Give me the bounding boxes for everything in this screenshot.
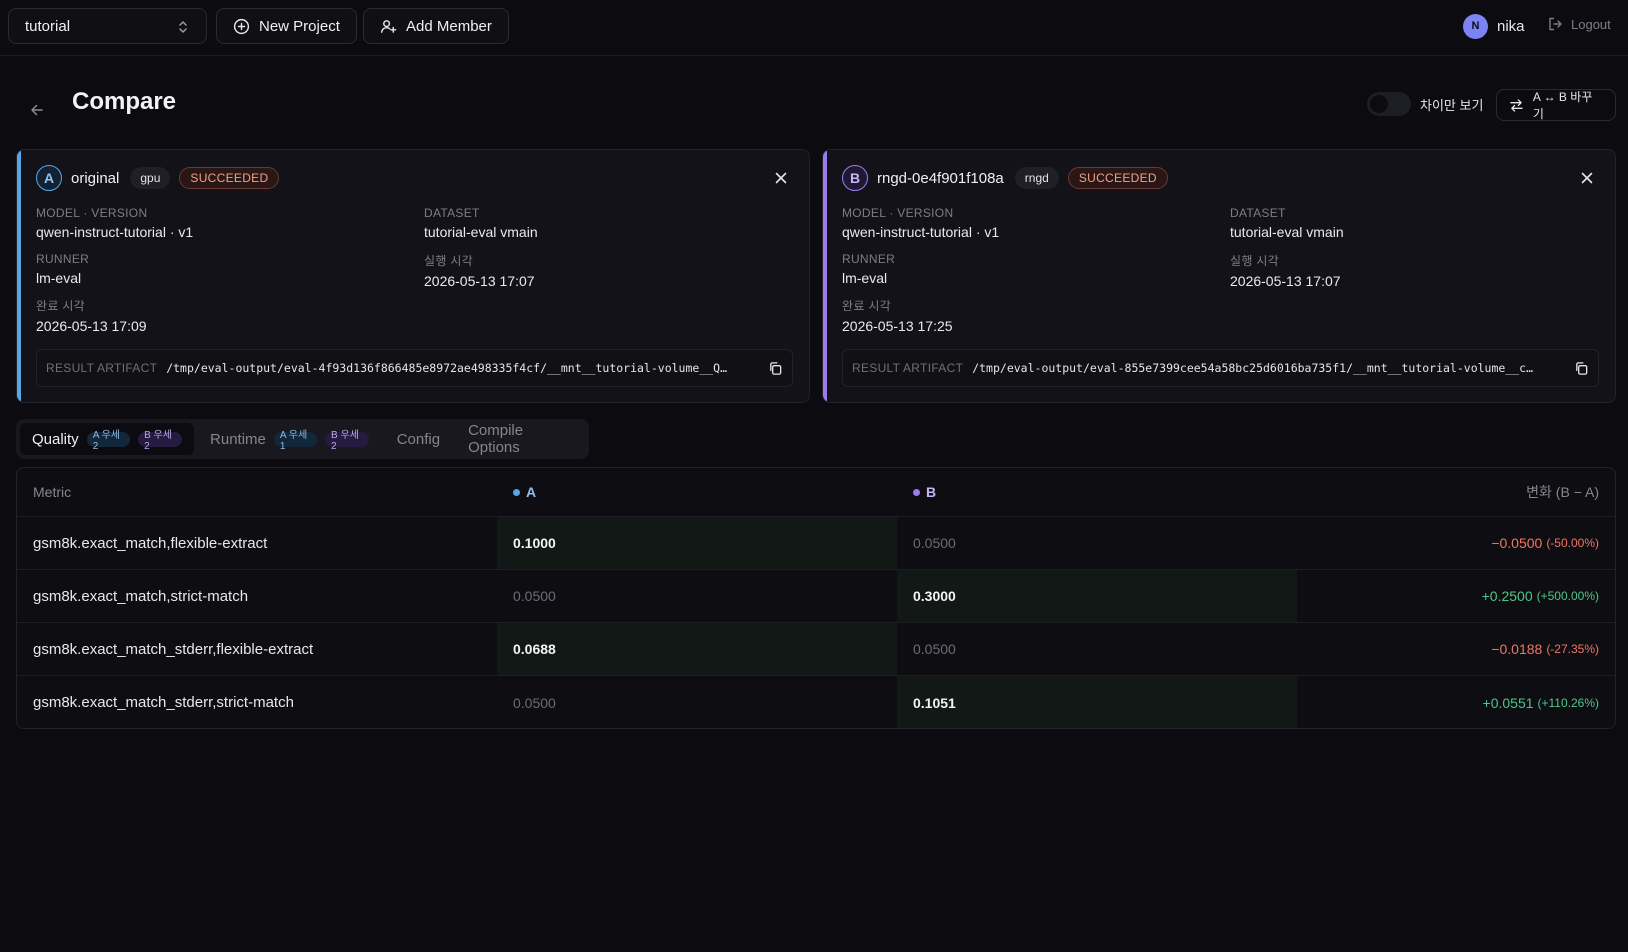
value-b: 0.0500 — [913, 535, 956, 551]
page-title: Compare — [72, 88, 177, 115]
project-select-value: tutorial — [25, 17, 71, 35]
chevron-up-down-icon — [179, 21, 187, 33]
status-badge: SUCCEEDED — [1067, 167, 1168, 189]
logout-icon — [1549, 17, 1562, 31]
finished-at-field: 완료 시각 2026-05-13 17:09 — [36, 299, 147, 334]
metric-name: gsm8k.exact_match_stderr,strict-match — [33, 694, 294, 711]
new-project-label: New Project — [259, 17, 340, 35]
header-a: A — [497, 468, 897, 516]
table-row: gsm8k.exact_match_stderr,flexible-extrac… — [17, 623, 1615, 676]
tab-label: Runtime — [210, 430, 266, 448]
table-row: gsm8k.exact_match,flexible-extract 0.100… — [17, 517, 1615, 570]
value-a: 0.0500 — [513, 588, 556, 604]
run-card-b: B rngd-0e4f901f108a rngd SUCCEEDED MODEL… — [822, 149, 1616, 403]
top-bar: tutorial New Project Add Member N nika L… — [0, 0, 1628, 56]
user-plus-icon — [380, 19, 397, 33]
tab-config[interactable]: Config — [385, 423, 452, 455]
run-name: rngd-0e4f901f108a — [877, 169, 1004, 187]
a-wins-badge: A 우세 2 — [86, 430, 131, 452]
result-artifact-path: /tmp/eval-output/eval-4f93d136f866485e89… — [166, 361, 728, 375]
result-artifact-label: RESULT ARTIFACT — [46, 361, 158, 375]
avatar: N — [1463, 13, 1488, 39]
swap-arrows-icon — [1510, 98, 1523, 112]
header-b: B — [897, 468, 1297, 516]
run-card-accent — [823, 150, 827, 402]
run-tag: gpu — [130, 167, 171, 189]
metric-name: gsm8k.exact_match,flexible-extract — [33, 534, 268, 552]
logout-button[interactable]: Logout — [1547, 16, 1611, 32]
dataset-field: DATASET tutorial-eval vmain — [424, 206, 538, 240]
delta: −0.0188 (-27.35%) — [1491, 641, 1599, 657]
metrics-table: Metric A B 변화 (B − A) gsm8k.exact_match,… — [16, 467, 1616, 729]
value-b: 0.3000 — [897, 570, 1297, 622]
dataset-field: DATASET tutorial-eval vmain — [1230, 206, 1344, 240]
run-tag: rngd — [1014, 167, 1059, 189]
model-version-field: MODEL · VERSION qwen-instruct-tutorial ·… — [842, 206, 1000, 240]
tab-compile-options[interactable]: Compile Options — [456, 422, 585, 456]
tab-label: Quality — [32, 430, 79, 448]
table-header: Metric A B 변화 (B − A) — [17, 468, 1615, 517]
user-menu[interactable]: N nika — [1463, 13, 1525, 39]
run-name: original — [71, 169, 120, 187]
a-wins-badge: A 우세 1 — [273, 430, 318, 452]
runner-field: RUNNER lm-eval — [36, 252, 90, 286]
username: nika — [1497, 17, 1525, 35]
run-slot-badge: B — [842, 165, 868, 191]
run-slot-badge: A — [36, 165, 62, 191]
diff-only-label: 차이만 보기 — [1420, 97, 1484, 113]
result-artifact: RESULT ARTIFACT /tmp/eval-output/eval-4f… — [36, 349, 793, 387]
tab-runtime[interactable]: Runtime A 우세 1 B 우세 2 — [198, 423, 381, 455]
header-metric: Metric — [33, 484, 72, 500]
tab-label: Compile Options — [468, 422, 524, 456]
diff-only-switch[interactable] — [1367, 92, 1411, 116]
delta: +0.0551 (+110.26%) — [1482, 694, 1599, 711]
delta: −0.0500 (-50.00%) — [1491, 535, 1599, 551]
result-artifact: RESULT ARTIFACT /tmp/eval-output/eval-85… — [842, 349, 1599, 387]
result-artifact-path: /tmp/eval-output/eval-855e7399cee54a58bc… — [972, 361, 1534, 375]
model-version-field: MODEL · VERSION qwen-instruct-tutorial ·… — [36, 206, 194, 240]
table-row: gsm8k.exact_match_stderr,strict-match 0.… — [17, 676, 1615, 728]
back-arrow-icon[interactable] — [28, 101, 46, 119]
close-icon[interactable] — [773, 170, 789, 186]
started-at-field: 실행 시각 2026-05-13 17:07 — [424, 254, 535, 289]
header-delta: 변화 (B − A) — [1526, 484, 1599, 500]
metric-name: gsm8k.exact_match,strict-match — [33, 587, 249, 605]
copy-icon[interactable] — [1574, 361, 1589, 376]
value-b: 0.1051 — [897, 676, 1297, 728]
metric-name: gsm8k.exact_match_stderr,flexible-extrac… — [33, 640, 314, 658]
swap-ab-button[interactable]: A ↔ B 바꾸기 — [1496, 89, 1616, 121]
value-a: 0.0688 — [497, 623, 897, 675]
b-wins-badge: B 우세 2 — [325, 430, 369, 452]
value-a: 0.1000 — [497, 517, 897, 569]
plus-circle-icon — [233, 18, 250, 34]
value-a: 0.0500 — [513, 694, 556, 711]
add-member-label: Add Member — [406, 17, 492, 35]
close-icon[interactable] — [1579, 170, 1595, 186]
logout-label: Logout — [1571, 16, 1611, 32]
a-dot-icon — [513, 488, 520, 496]
new-project-button[interactable]: New Project — [216, 8, 357, 44]
result-artifact-label: RESULT ARTIFACT — [852, 361, 964, 375]
finished-at-field: 완료 시각 2026-05-13 17:25 — [842, 299, 953, 334]
b-wins-badge: B 우세 2 — [138, 430, 183, 452]
project-select[interactable]: tutorial — [8, 8, 207, 44]
tab-quality[interactable]: Quality A 우세 2 B 우세 2 — [20, 423, 195, 455]
value-b: 0.0500 — [913, 641, 956, 657]
compare-tabs: Quality A 우세 2 B 우세 2 Runtime A 우세 1 B 우… — [16, 419, 589, 459]
swap-ab-label: A ↔ B 바꾸기 — [1532, 90, 1593, 121]
runner-field: RUNNER lm-eval — [842, 252, 896, 286]
run-card-accent — [17, 150, 21, 402]
started-at-field: 실행 시각 2026-05-13 17:07 — [1230, 254, 1341, 289]
status-badge: SUCCEEDED — [179, 167, 280, 189]
tab-label: Config — [396, 430, 441, 448]
b-dot-icon — [913, 488, 920, 496]
diff-only-toggle[interactable]: 차이만 보기 — [1367, 92, 1483, 116]
delta: +0.2500 (+500.00%) — [1481, 588, 1599, 604]
run-card-a: A original gpu SUCCEEDED MODEL · VERSION… — [16, 149, 810, 403]
add-member-button[interactable]: Add Member — [363, 8, 509, 44]
table-row: gsm8k.exact_match,strict-match 0.0500 0.… — [17, 570, 1615, 623]
copy-icon[interactable] — [768, 361, 783, 376]
